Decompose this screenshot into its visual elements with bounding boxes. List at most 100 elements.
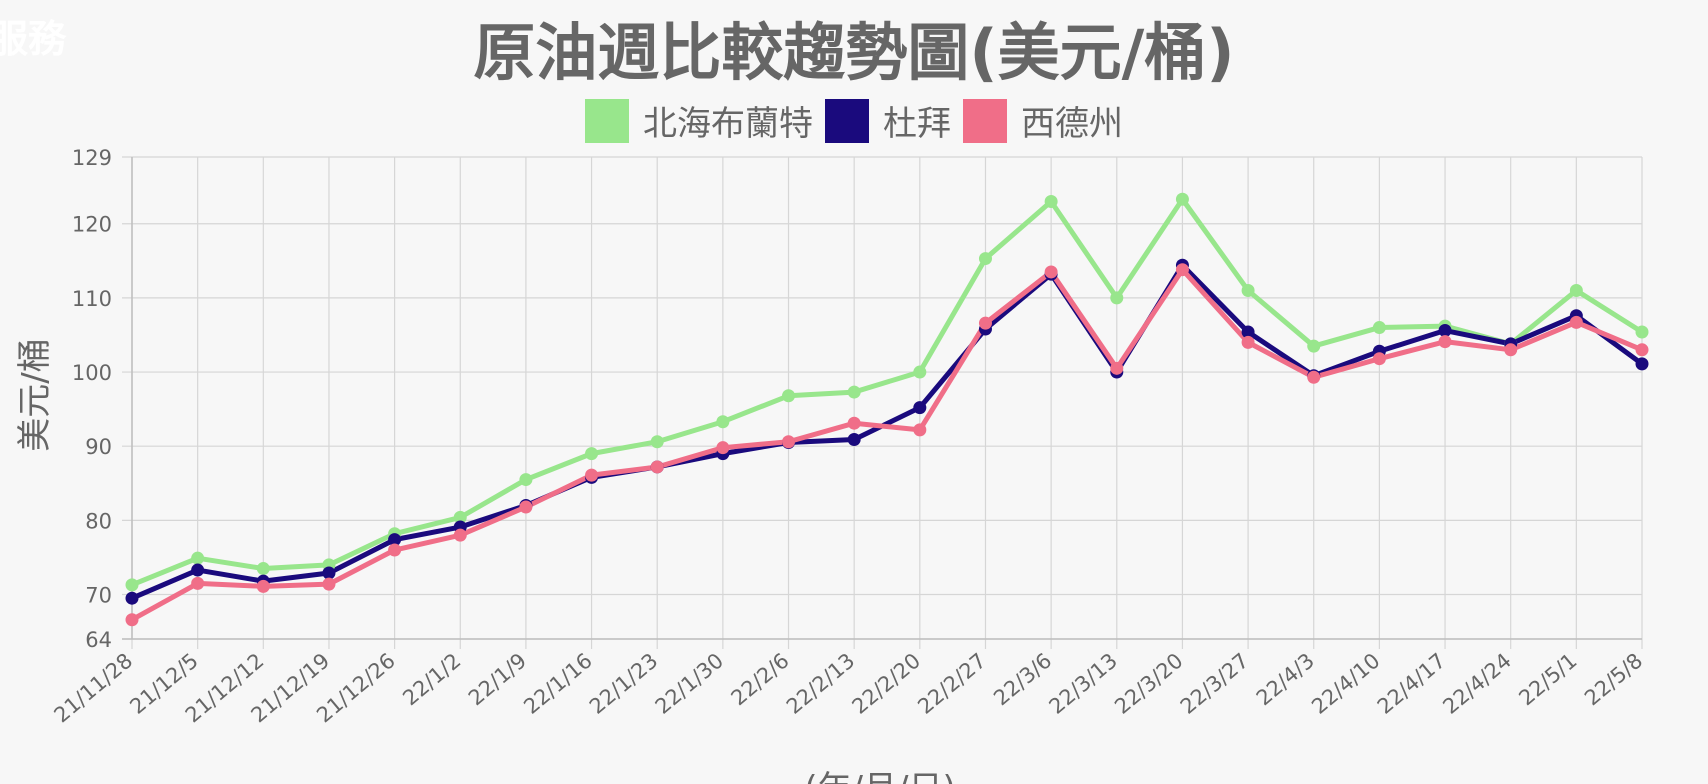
x-tick-label: 21/11/28 [50,648,138,727]
data-point-1[interactable] [388,533,402,547]
series-lines [130,196,1644,622]
x-tick-label: 22/4/24 [1438,648,1515,718]
data-point-2[interactable] [716,441,730,455]
data-point-0[interactable] [1635,325,1649,339]
data-point-2[interactable] [322,577,336,591]
x-tick-label: 22/2/27 [913,648,990,718]
y-tick-label: 100 [72,361,112,385]
legend-swatch-dubai [825,98,869,143]
data-point-1[interactable] [847,433,861,447]
data-point-1[interactable] [191,563,205,577]
x-tick-label: 22/4/10 [1307,648,1384,718]
data-point-0[interactable] [716,415,730,429]
legend-label-brent: 北海布蘭特 [643,104,813,144]
legend-item-dubai[interactable]: 杜拜 [825,96,951,145]
data-point-2[interactable] [1635,343,1649,357]
data-point-0[interactable] [519,473,533,487]
data-point-2[interactable] [256,579,270,593]
legend-swatch-wti [963,98,1007,143]
data-point-2[interactable] [782,435,796,449]
y-axis-title: 美元/桶 [15,338,55,451]
data-point-0[interactable] [1044,194,1058,208]
data-point-0[interactable] [1175,192,1189,206]
data-point-0[interactable] [1307,339,1321,353]
data-point-2[interactable] [1241,335,1255,349]
data-point-2[interactable] [847,416,861,430]
data-point-0[interactable] [913,365,927,379]
data-point-0[interactable] [978,252,992,266]
data-point-0[interactable] [585,447,599,461]
data-point-2[interactable] [191,576,205,590]
data-point-2[interactable] [1175,263,1189,277]
x-tick-label: 22/1/16 [519,648,596,718]
legend-swatch-brent [585,98,629,143]
y-tick-label: 90 [85,435,112,459]
y-axis-ticks: 64 70 80 90 100 110 120 129 [72,146,112,652]
data-point-1[interactable] [1438,324,1452,338]
corner-partial-text: 服務 [0,17,67,61]
data-point-1[interactable] [322,566,336,580]
data-point-2[interactable] [913,423,927,437]
x-tick-label: 22/3/13 [1045,648,1122,718]
legend-label-wti: 西德州 [1021,104,1123,144]
x-axis-ticks: 21/11/2821/12/521/12/1221/12/1921/12/262… [50,648,1648,727]
data-point-0[interactable] [1241,283,1255,297]
data-point-2[interactable] [978,316,992,330]
y-tick-label: 120 [72,213,112,237]
x-tick-label: 22/5/8 [1580,648,1647,710]
y-tick-label: 129 [72,146,112,170]
legend: 北海布蘭特 杜拜 西德州 [0,96,1708,145]
data-point-2[interactable] [125,613,139,627]
x-tick-label: 22/4/17 [1373,648,1450,718]
data-point-2[interactable] [1504,343,1518,357]
x-axis-title: (年/月/日) [804,769,955,784]
data-point-2[interactable] [1307,370,1321,384]
x-tick-label: 22/1/23 [585,648,662,718]
series-line-0 [131,196,1644,588]
data-point-2[interactable] [388,543,402,557]
chart-title: 原油週比較趨勢圖(美元/桶) [473,16,1235,89]
series-line-1 [131,262,1644,601]
chart-grid [122,156,1643,649]
y-tick-label: 110 [72,287,112,311]
y-tick-label: 70 [85,584,112,608]
data-point-0[interactable] [256,562,270,576]
x-tick-label: 22/1/30 [651,648,728,718]
x-tick-label: 22/5/1 [1514,648,1581,710]
data-point-1[interactable] [1241,325,1255,339]
data-point-2[interactable] [585,468,599,482]
legend-item-brent[interactable]: 北海布蘭特 [585,96,813,145]
data-point-2[interactable] [1372,352,1386,366]
data-point-0[interactable] [1110,291,1124,305]
data-point-2[interactable] [1110,361,1124,375]
data-point-0[interactable] [125,578,139,592]
data-point-0[interactable] [191,551,205,565]
data-point-1[interactable] [125,591,139,605]
legend-label-dubai: 杜拜 [883,104,951,144]
legend-item-wti[interactable]: 西德州 [963,96,1123,145]
y-tick-label: 64 [85,628,112,652]
data-point-2[interactable] [1569,315,1583,329]
x-tick-label: 22/3/20 [1110,648,1187,718]
x-tick-label: 22/2/20 [848,648,925,718]
data-point-1[interactable] [1635,357,1649,371]
data-point-0[interactable] [782,389,796,403]
data-point-2[interactable] [1438,335,1452,349]
series-points [125,192,1649,627]
x-tick-label: 22/1/2 [398,648,465,710]
data-point-0[interactable] [847,385,861,399]
data-point-0[interactable] [1569,283,1583,297]
data-point-0[interactable] [650,435,664,449]
data-point-1[interactable] [913,401,927,415]
series-line-2 [130,267,1643,622]
x-tick-label: 22/2/13 [782,648,859,718]
y-tick-label: 80 [85,509,112,533]
data-point-2[interactable] [1044,265,1058,279]
x-tick-label: 22/3/27 [1176,648,1253,718]
data-point-0[interactable] [453,510,467,524]
data-point-2[interactable] [453,528,467,542]
data-point-0[interactable] [1372,321,1386,335]
data-point-2[interactable] [519,500,533,514]
data-point-2[interactable] [650,460,664,474]
